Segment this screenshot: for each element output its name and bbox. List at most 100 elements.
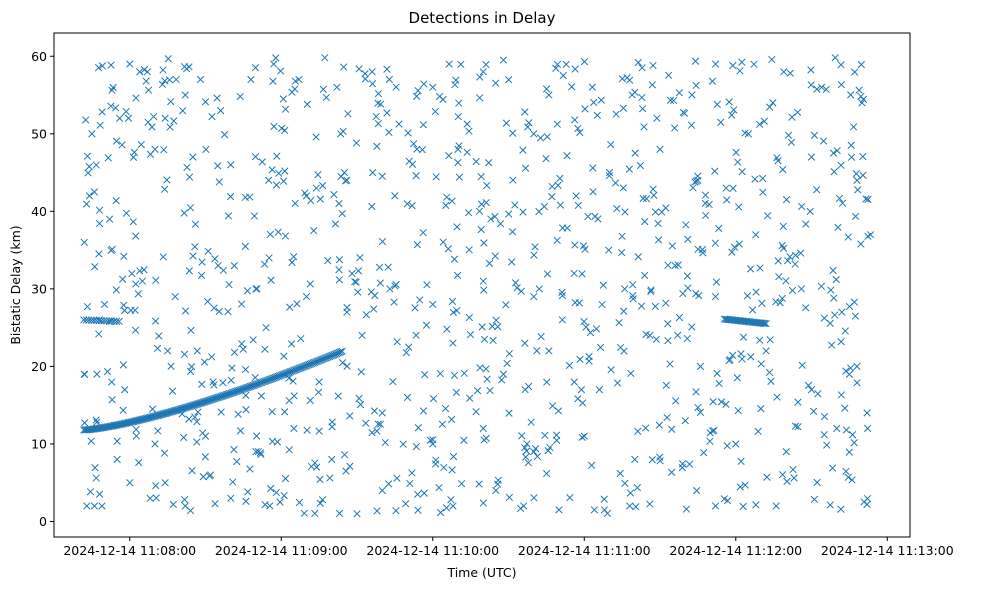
- data-point-x-marker: [107, 61, 115, 69]
- data-point-x-marker: [696, 408, 705, 416]
- data-point-x-marker: [757, 360, 765, 368]
- data-point-x-marker: [738, 167, 746, 176]
- data-point-x-marker: [807, 66, 815, 74]
- data-point-x-marker: [137, 416, 145, 424]
- data-point-x-marker: [260, 260, 269, 268]
- data-point-x-marker: [511, 201, 519, 209]
- data-point-x-marker: [570, 269, 578, 278]
- data-point-x-marker: [773, 393, 781, 401]
- data-point-x-marker: [788, 286, 797, 295]
- data-point-x-marker: [352, 139, 361, 147]
- data-point-x-marker: [852, 170, 860, 178]
- data-point-x-marker: [92, 474, 100, 482]
- data-point-x-marker: [625, 165, 634, 173]
- data-point-x-marker: [82, 200, 91, 208]
- data-point-x-marker: [85, 162, 93, 171]
- data-point-x-marker: [783, 477, 791, 486]
- data-point-x-marker: [268, 408, 276, 416]
- data-point-x-marker: [369, 305, 378, 313]
- data-point-x-marker: [227, 161, 235, 169]
- data-point-x-marker: [790, 474, 798, 482]
- data-point-x-marker: [195, 399, 203, 408]
- data-point-x-marker: [242, 406, 250, 414]
- data-point-x-marker: [431, 107, 439, 116]
- data-point-x-marker: [798, 361, 806, 369]
- data-point-x-marker: [541, 431, 549, 440]
- data-point-x-marker: [83, 502, 91, 510]
- data-point-x-marker: [171, 292, 179, 301]
- data-point-x-marker: [863, 424, 872, 433]
- data-point-x-marker: [809, 407, 818, 415]
- data-point-x-marker: [722, 184, 730, 192]
- data-point-x-marker: [618, 248, 626, 257]
- data-point-x-marker: [356, 253, 364, 262]
- data-point-x-marker: [682, 505, 691, 513]
- data-point-x-marker: [391, 192, 399, 200]
- y-axis-label: Bistatic Delay (km): [8, 225, 23, 344]
- data-point-x-marker: [162, 409, 170, 417]
- data-point-x-marker: [206, 396, 214, 404]
- data-point-x-marker: [711, 60, 720, 68]
- data-point-x-marker: [355, 65, 363, 73]
- data-point-x-marker: [798, 202, 806, 211]
- data-point-x-marker: [420, 80, 428, 88]
- data-point-x-marker: [787, 138, 796, 147]
- data-point-x-marker: [463, 120, 471, 128]
- data-point-x-marker: [239, 345, 247, 353]
- data-point-x-marker: [804, 381, 813, 390]
- data-point-x-marker: [553, 60, 562, 69]
- data-point-x-marker: [505, 409, 513, 417]
- y-tick-label: 50: [31, 126, 47, 141]
- data-point-x-marker: [489, 336, 497, 345]
- data-point-x-marker: [160, 449, 169, 457]
- data-point-x-marker: [668, 425, 676, 433]
- data-point-x-marker: [664, 261, 672, 269]
- data-point-x-marker: [151, 317, 160, 325]
- data-point-x-marker: [735, 203, 743, 211]
- data-point-x-marker: [122, 209, 131, 217]
- data-point-x-marker: [626, 489, 635, 497]
- data-point-x-marker: [711, 239, 719, 247]
- data-point-x-marker: [412, 172, 420, 180]
- data-point-x-marker: [504, 76, 513, 84]
- data-point-x-marker: [553, 436, 561, 445]
- data-point-x-marker: [393, 474, 401, 482]
- data-point-x-marker: [540, 202, 548, 211]
- data-point-x-marker: [132, 280, 140, 288]
- data-point-x-marker: [817, 282, 826, 290]
- data-point-x-marker: [213, 394, 221, 402]
- data-point-x-marker: [533, 347, 541, 355]
- data-point-x-marker: [374, 89, 383, 98]
- data-point-x-marker: [85, 192, 94, 200]
- data-point-x-marker: [414, 506, 422, 514]
- data-point-x-marker: [619, 104, 628, 112]
- y-tick-label: 20: [31, 359, 47, 374]
- data-point-x-marker: [585, 357, 593, 365]
- data-point-x-marker: [572, 192, 580, 200]
- data-point-x-marker: [820, 412, 829, 421]
- data-point-x-marker: [439, 95, 447, 104]
- data-point-x-marker: [671, 124, 679, 132]
- data-point-x-marker: [847, 141, 855, 149]
- data-point-x-marker: [312, 133, 320, 141]
- data-point-x-marker: [187, 402, 195, 410]
- data-point-x-marker: [728, 248, 736, 256]
- data-point-x-marker: [691, 178, 699, 186]
- data-point-x-marker: [449, 502, 457, 510]
- data-point-x-marker: [279, 177, 288, 185]
- data-point-x-marker: [548, 193, 556, 201]
- data-point-x-marker: [580, 317, 588, 326]
- data-point-x-marker: [701, 211, 710, 220]
- data-point-x-marker: [752, 231, 760, 239]
- data-point-x-marker: [846, 364, 855, 372]
- data-point-x-marker: [831, 311, 839, 319]
- data-point-x-marker: [452, 388, 460, 397]
- data-point-x-marker: [405, 157, 413, 165]
- data-point-x-marker: [750, 60, 758, 68]
- data-point-x-marker: [167, 362, 175, 370]
- data-point-x-marker: [197, 271, 206, 280]
- data-point-x-marker: [199, 398, 207, 406]
- data-point-x-marker: [113, 455, 121, 464]
- data-point-x-marker: [730, 106, 738, 114]
- data-point-x-marker: [445, 60, 453, 68]
